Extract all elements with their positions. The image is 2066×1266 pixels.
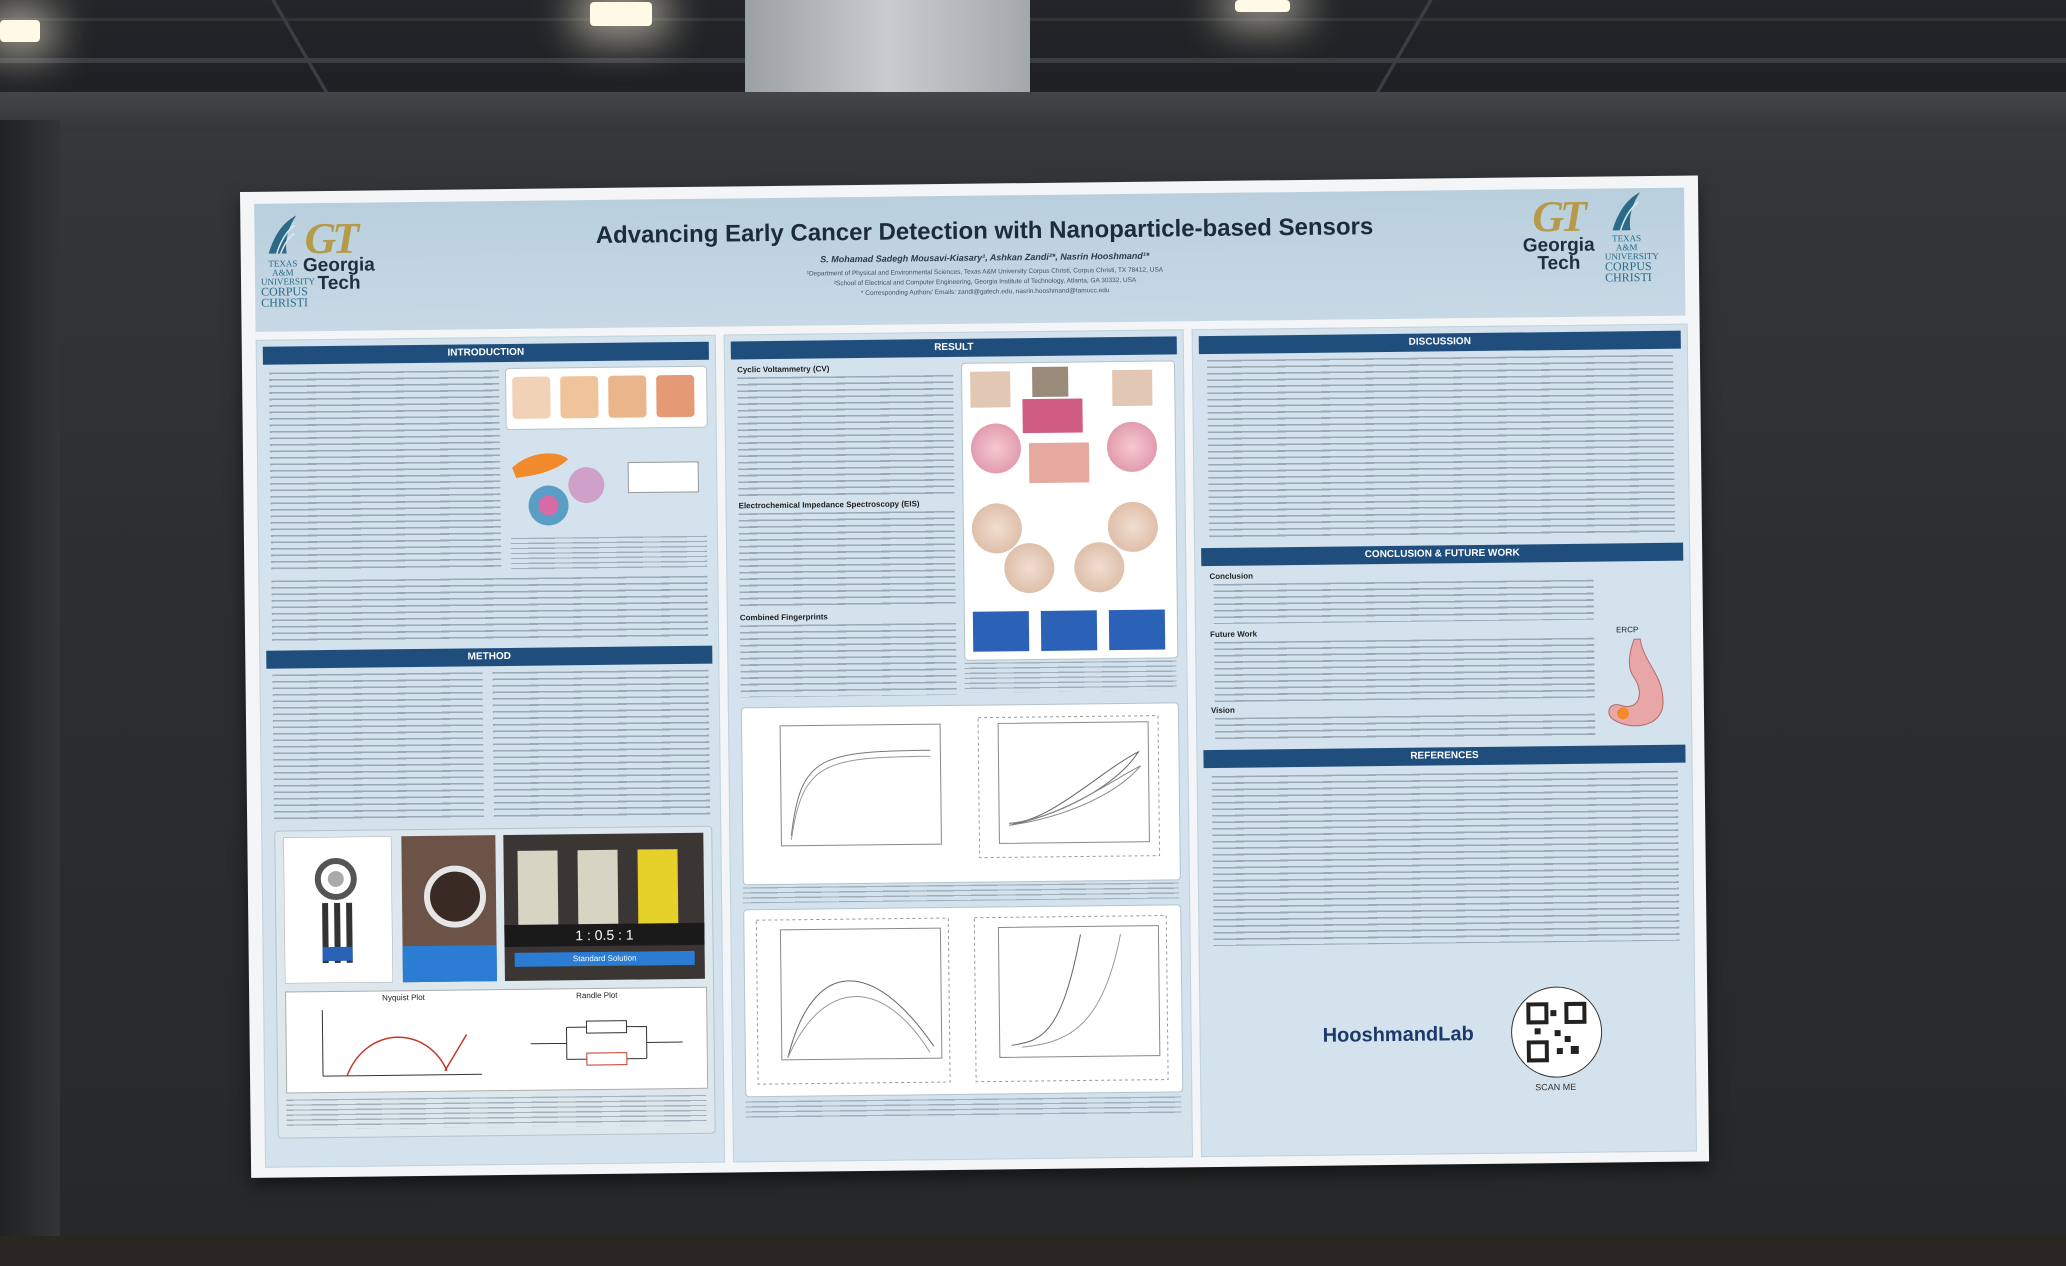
randle-plot-label: Randle Plot [576,990,618,1001]
eis-figure-caption [745,1096,1182,1120]
nyquist-randle-panel: Nyquist Plot Randle Plot [285,986,709,1094]
vision-text [1215,713,1596,740]
gt-logo-wordmark-left: Georgia Tech [301,254,377,295]
ceiling-truss [1371,0,1433,100]
cv-figure-caption [742,882,1180,904]
method-text-left [272,672,485,823]
eis-plot-left [755,917,951,1085]
ceiling-light [1235,0,1290,12]
cv-plot-right [977,715,1161,859]
tamu-logo-text-left: TEXAS A&M UNIVERSITY CORPUS CHRISTI [261,258,315,310]
standard-solution-label: Standard Solution [514,950,695,967]
cv-plot-left [779,723,942,847]
future-work-subhead: Future Work [1210,629,1258,640]
poster-header: TEXAS A&M UNIVERSITY CORPUS CHRISTI GT G… [254,187,1686,332]
scan-me-label: SCAN ME [1535,1081,1577,1093]
qr-code [1511,986,1603,1078]
future-work-text [1214,637,1595,702]
gt-logo-wordmark-right: Georgia Tech [1521,235,1597,275]
pancreas-diagram [512,453,699,526]
ratio-label: 1 : 0.5 : 1 [504,922,705,948]
method-figure-panel: 1 : 0.5 : 1 Standard Solution Nyquist Pl… [274,825,716,1139]
tamu-line: TEXAS A&M [1612,233,1642,253]
cv-plots-figure [740,702,1181,886]
ceiling-light [590,2,652,26]
intro-figure-caption [510,535,708,572]
result-fingerprint-text [739,622,957,698]
vision-subhead: Vision [1210,705,1235,716]
cell-images-figure [960,360,1179,661]
tamu-wave-icon [1612,192,1641,231]
gt-logo-line: Tech [1537,252,1581,275]
tamu-line: CHRISTI [261,295,309,310]
ceiling-truss [271,0,333,100]
tamu-logo-text-right: TEXAS A&M UNIVERSITY CORPUS CHRISTI [1604,233,1659,285]
section-header-method: METHOD [266,645,713,669]
randle-circuit-sketch [530,1020,683,1066]
electrode-diagram [283,836,393,984]
discussion-text [1206,354,1675,539]
section-header-result: RESULT [730,336,1177,360]
method-text-right [492,669,711,821]
introduction-text-2 [271,575,709,643]
sensor-photo [401,835,497,983]
result-subhead-cv: Cyclic Voltammetry (CV) [736,364,830,375]
board-left-edge [0,120,60,1266]
section-header-references: REFERENCES [1203,744,1686,769]
intro-figure-pancreas-stages [505,365,708,431]
conclusion-text [1213,579,1594,624]
ercp-stomach-diagram [1608,638,1664,727]
vials-photo: 1 : 0.5 : 1 Standard Solution [503,832,705,982]
tamu-line: TEXAS A&M [268,258,298,278]
eis-plots-figure [743,904,1184,1098]
column-right: DISCUSSION CONCLUSION & FUTURE WORK Conc… [1191,323,1697,1158]
column-left: INTRODUCTION METHOD [255,334,726,1168]
ceiling-truss [0,58,2066,63]
ercp-label: ERCP [1616,625,1639,635]
gt-logo-line: Tech [317,272,361,295]
eis-plot-right [973,915,1169,1083]
board-top-rail [0,92,2066,132]
lab-name: HooshmandLab [1322,1023,1474,1047]
poster-title: Advancing Early Cancer Detection with Na… [595,213,1374,249]
references-text [1211,770,1680,947]
conclusion-subhead: Conclusion [1209,571,1254,582]
result-cv-text [737,374,955,498]
nyquist-plot-label: Nyquist Plot [382,992,425,1003]
column-middle: RESULT Cyclic Voltammetry (CV) Electroch… [723,329,1194,1163]
method-figure-caption [286,1094,707,1130]
tamu-wave-icon [268,215,297,254]
ceiling-light [0,20,40,42]
floor [0,1236,2066,1266]
section-header-discussion: DISCUSSION [1198,330,1681,355]
section-header-conclusion: CONCLUSION & FUTURE WORK [1201,542,1684,567]
result-eis-text [738,510,956,610]
hall-column [745,0,1030,100]
research-poster: TEXAS A&M UNIVERSITY CORPUS CHRISTI GT G… [240,175,1710,1178]
section-header-introduction: INTRODUCTION [262,341,709,365]
tamu-line: CHRISTI [1604,269,1652,285]
cell-figure-caption [964,660,1177,693]
result-subhead-eis: Electrochemical Impedance Spectroscopy (… [738,499,920,511]
nyquist-sketch [321,1010,483,1077]
poster-affiliations: ¹Department of Physical and Environmenta… [585,263,1385,302]
ceiling-truss [0,18,2066,21]
introduction-text [269,370,502,573]
result-subhead-fingerprints: Combined Fingerprints [739,612,828,623]
